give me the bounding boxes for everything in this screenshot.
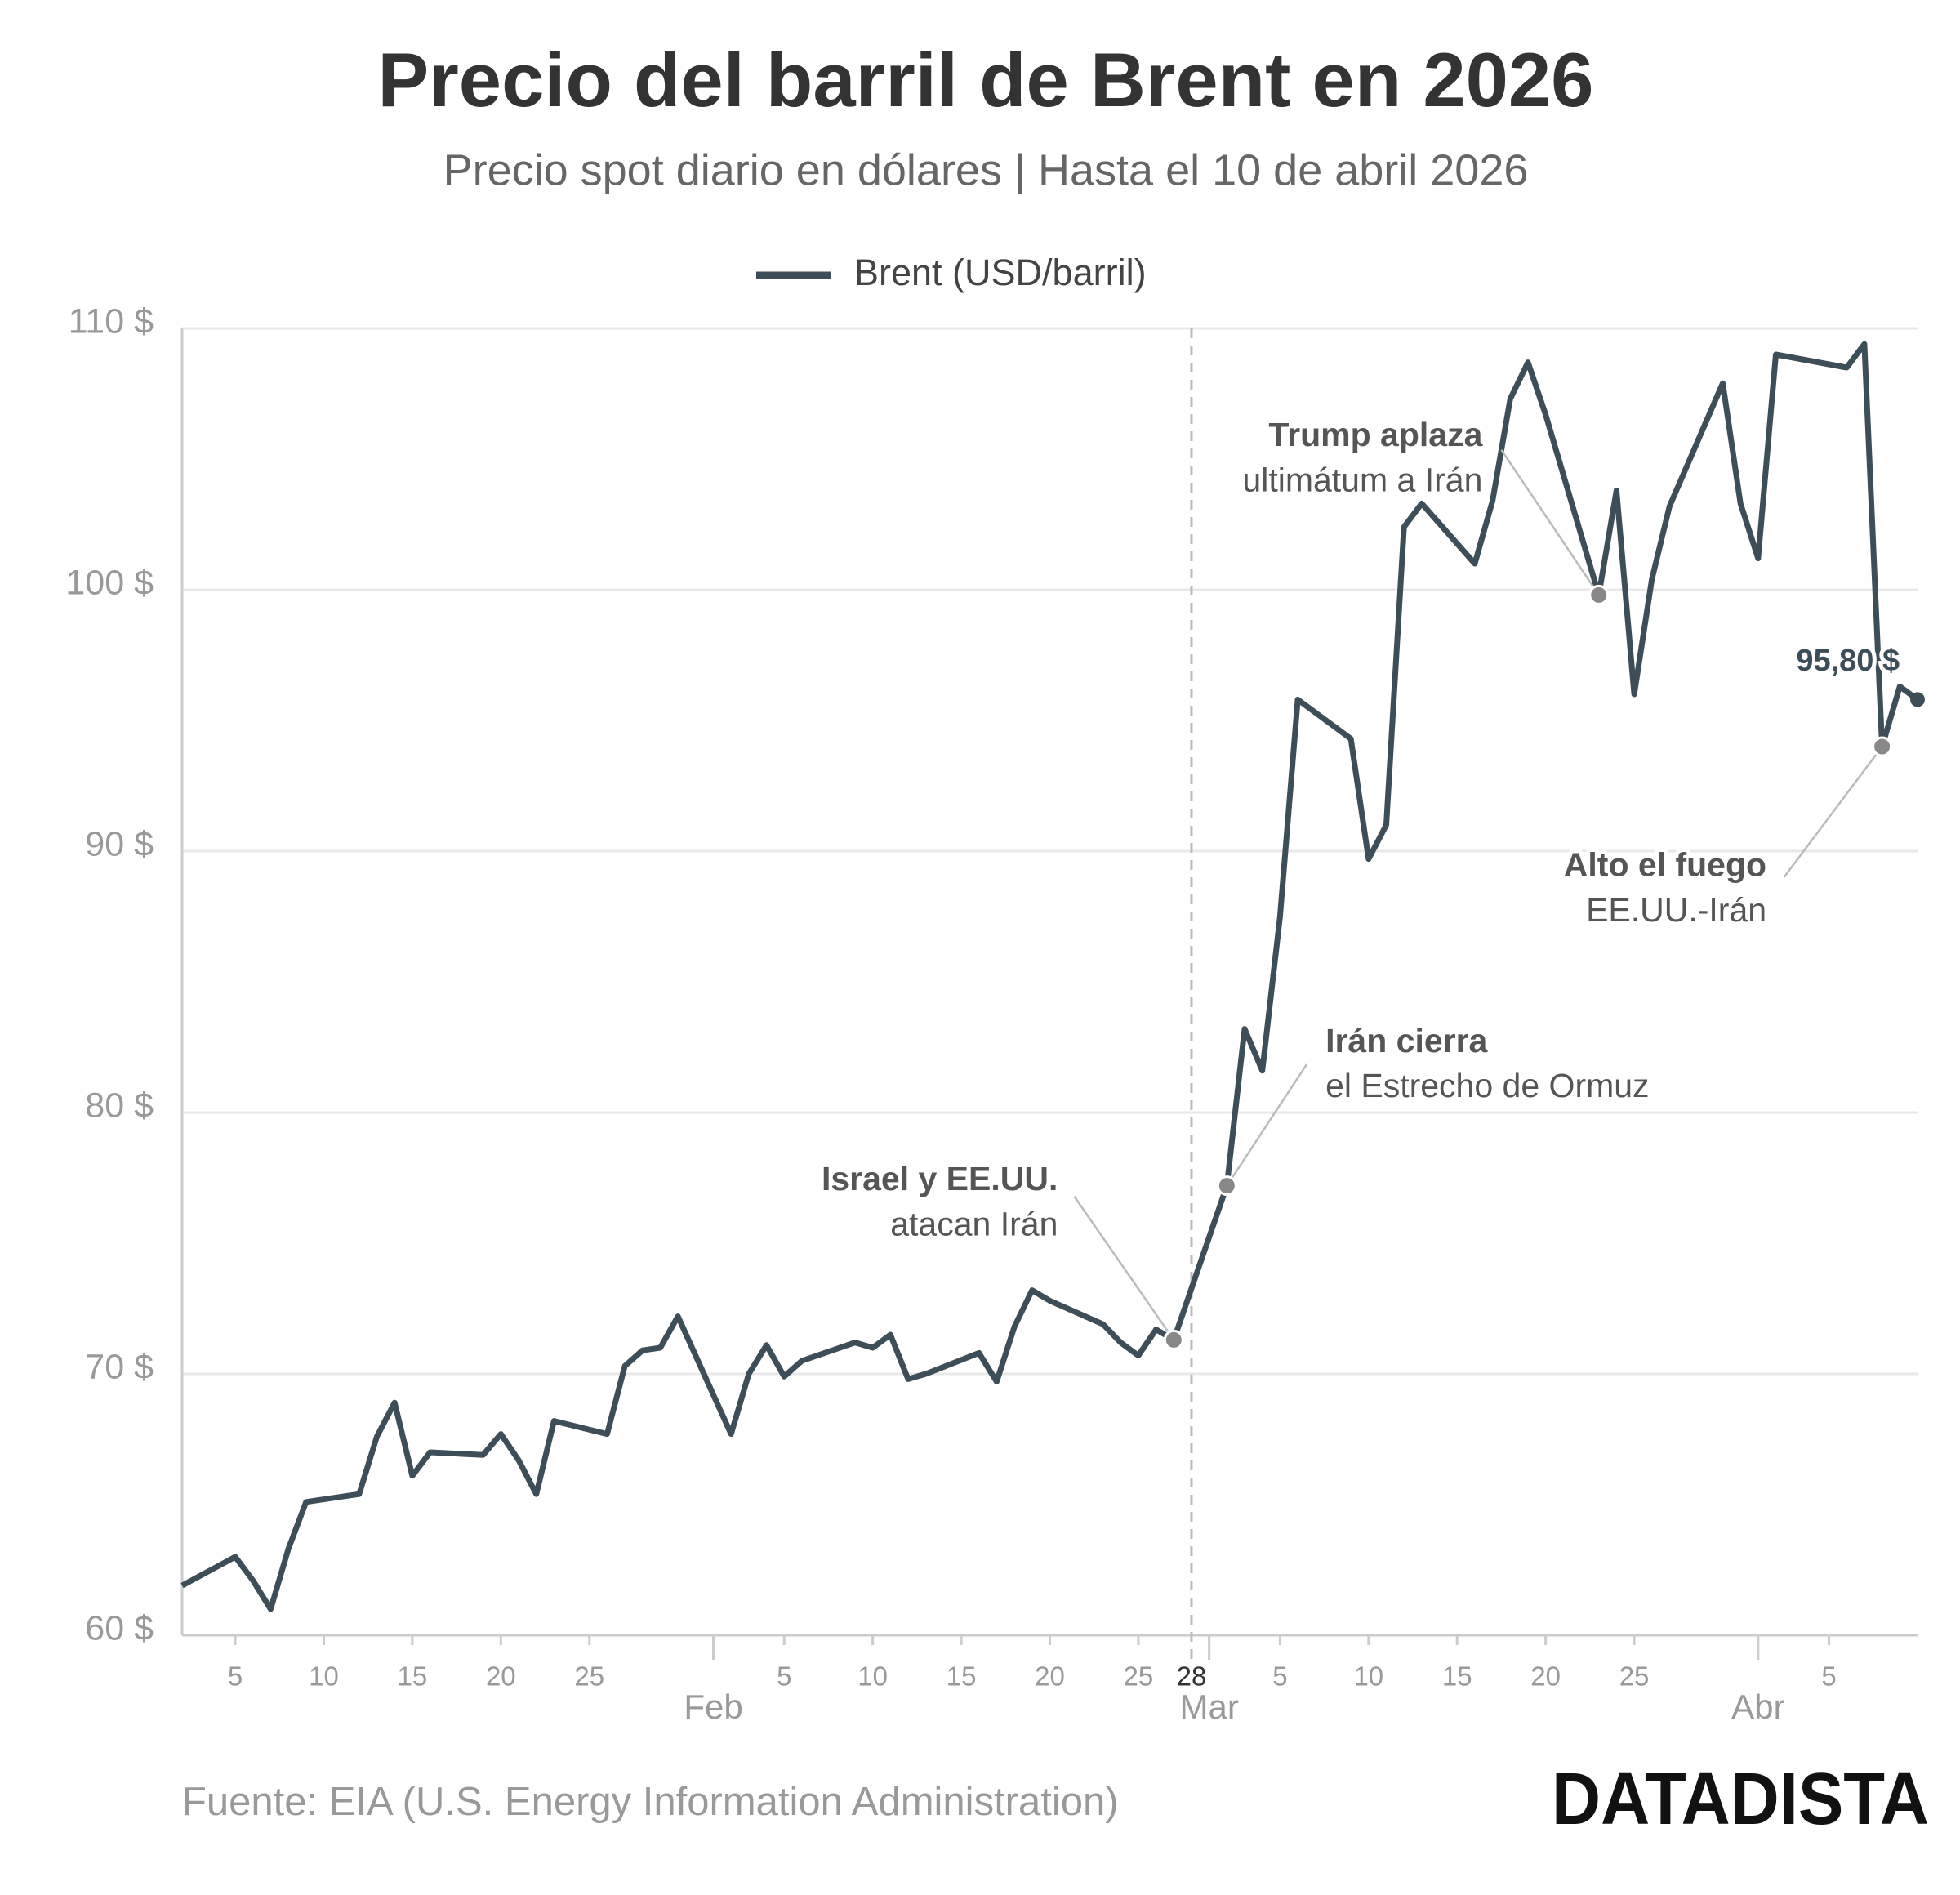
y-tick-label: 110 $ [69,301,154,341]
chart-subtitle: Precio spot diario en dólares | Hasta el… [443,145,1529,194]
annotation-text: atacan Irán [890,1205,1058,1242]
series-line [180,341,1920,1612]
x-tick-label: 20 [1530,1661,1561,1692]
end-dot [1910,692,1925,707]
annotation-dot [1216,1175,1237,1197]
x-tick-label: 20 [1035,1661,1065,1692]
x-tick-label: 15 [398,1661,428,1692]
annotation-text: ultimátum a Irán [1242,461,1482,499]
annotation-dot [1872,736,1893,757]
y-tick-label: 80 $ [85,1086,154,1125]
annotation-dot [1588,584,1610,605]
annotation-title: Alto el fuego [1564,845,1766,883]
brand-logo: DATADISTA [1552,1759,1929,1840]
annotation-title: Trump aplaza [1268,416,1483,453]
event-label: 28 [1177,1661,1207,1692]
end-label: 95,80 $ [1796,644,1900,678]
annotation-text: el Estrecho de Ormuz [1325,1067,1650,1104]
x-tick-label: 25 [1619,1661,1650,1692]
annotation-leader [1073,1195,1175,1341]
annotation-leader [1226,1063,1308,1187]
chart-title: Precio del barril de Brent en 2026 [378,37,1594,123]
x-tick-label: 25 [574,1661,604,1692]
source: Fuente: EIA (U.S. Energy Information Adm… [182,1780,1119,1824]
annotation-title: Irán cierra [1325,1022,1488,1059]
y-tick-label: 100 $ [65,563,154,602]
x-tick-label: 5 [228,1661,243,1692]
x-tick-label: 5 [777,1661,791,1692]
x-tick-label: 10 [1353,1661,1383,1692]
month-label: Mar [1179,1688,1238,1726]
annotation-text: EE.UU.-Irán [1586,891,1766,929]
y-tick-label: 70 $ [85,1347,154,1386]
annotation-leader [1783,746,1883,878]
y-tick-label: 90 $ [85,824,154,863]
x-tick-label: 10 [309,1661,339,1692]
x-tick-label: 15 [1442,1661,1472,1692]
month-label: Abr [1731,1688,1784,1726]
x-tick-label: 20 [486,1661,516,1692]
month-label: Feb [684,1688,742,1726]
x-tick-label: 10 [858,1661,888,1692]
annotation-title: Israel y EE.UU. [822,1160,1058,1197]
annotation-dot [1163,1329,1184,1350]
x-tick-label: 5 [1821,1661,1836,1692]
x-tick-label: 25 [1124,1661,1154,1692]
x-tick-label: 5 [1272,1661,1287,1692]
x-tick-label: 15 [947,1661,977,1692]
y-tick-label: 60 $ [85,1608,154,1648]
legend-label: Brent (USD/barril) [854,252,1147,293]
annotation-leader [1500,449,1600,596]
